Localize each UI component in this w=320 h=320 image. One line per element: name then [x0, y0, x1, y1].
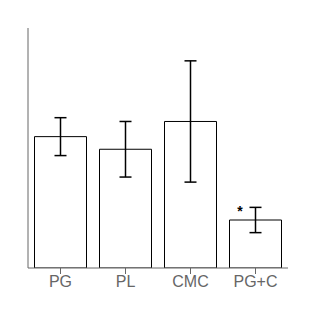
svg-text:CMC: CMC: [172, 273, 208, 290]
svg-text:PL: PL: [116, 273, 136, 290]
svg-text:*: *: [237, 203, 243, 219]
svg-text:PG: PG: [49, 273, 72, 290]
svg-text:PG+C: PG+C: [233, 273, 277, 290]
